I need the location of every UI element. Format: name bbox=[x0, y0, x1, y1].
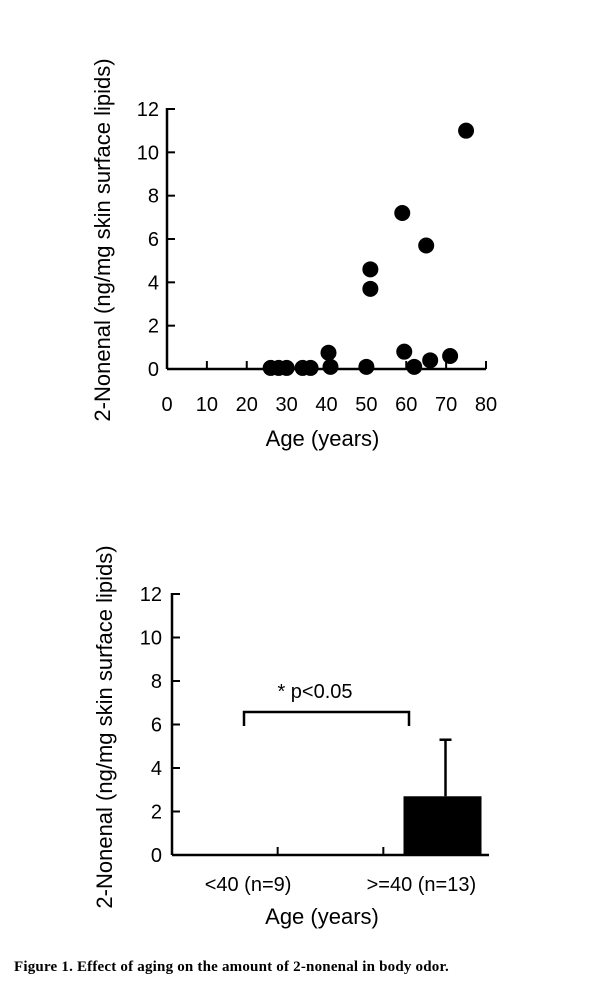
scatter-x-tick-label: 70 bbox=[435, 394, 457, 416]
scatter-point bbox=[320, 344, 337, 361]
scatter-x-tick-label: 30 bbox=[276, 394, 298, 416]
bar-y-tick-label: 8 bbox=[151, 671, 162, 693]
scatter-y-tick-label: 0 bbox=[148, 359, 159, 381]
bar-y-tick-label: 10 bbox=[140, 628, 162, 650]
bar-y-tick-label: 4 bbox=[151, 758, 162, 780]
bar-y-tick-label: 0 bbox=[151, 845, 162, 867]
significance-annotation: * p<0.05 bbox=[277, 681, 352, 703]
scatter-point bbox=[322, 358, 339, 375]
scatter-point bbox=[394, 205, 411, 221]
scatter-point bbox=[458, 122, 475, 139]
scatter-point bbox=[362, 280, 379, 297]
scatter-y-tick-label: 10 bbox=[137, 142, 159, 164]
scatter-y-tick-label: 8 bbox=[148, 186, 159, 208]
bar-x-ticks: <40 (n=9) >=40 (n=13) bbox=[205, 847, 476, 896]
scatter-y-tick-label: 2 bbox=[148, 316, 159, 338]
scatter-y-ticks: 0 2 4 6 8 10 12 bbox=[137, 99, 175, 381]
bar-y-ticks: 0 2 4 6 8 10 12 bbox=[140, 584, 180, 867]
figure-caption: Figure 1. Effect of aging on the amount … bbox=[14, 959, 449, 975]
scatter-points bbox=[262, 122, 475, 376]
bar-category-label: >=40 (n=13) bbox=[367, 874, 477, 896]
scatter-x-ticks: 0 10 20 30 40 50 60 70 80 bbox=[161, 361, 497, 416]
scatter-point bbox=[302, 359, 319, 376]
scatter-point bbox=[278, 359, 295, 376]
scatter-x-tick-label: 10 bbox=[196, 394, 218, 416]
scatter-point bbox=[422, 352, 439, 369]
scatter-x-tick-label: 50 bbox=[355, 394, 377, 416]
scatter-point bbox=[442, 348, 459, 364]
bar-series bbox=[403, 738, 482, 855]
scatter-point bbox=[418, 237, 435, 254]
bar-y-tick-label: 12 bbox=[140, 584, 162, 606]
bar-y-tick-label: 6 bbox=[151, 715, 162, 737]
scatter-point bbox=[406, 358, 423, 375]
significance-bracket bbox=[242, 710, 411, 726]
scatter-x-tick-label: 20 bbox=[236, 394, 258, 416]
bar-x-axis-label: Age (years) bbox=[265, 904, 379, 929]
scatter-y-tick-label: 6 bbox=[148, 229, 159, 251]
scatter-x-tick-label: 0 bbox=[161, 394, 172, 416]
significance-bracket-line bbox=[242, 710, 411, 726]
bar bbox=[403, 796, 482, 855]
scatter-y-tick-label: 12 bbox=[137, 99, 159, 121]
scatter-x-tick-label: 80 bbox=[475, 394, 497, 416]
bar-category-label: <40 (n=9) bbox=[205, 874, 292, 896]
scatter-point bbox=[358, 358, 375, 375]
scatter-x-tick-label: 60 bbox=[395, 394, 417, 416]
scatter-y-axis-label: 2-Nonenal (ng/mg skin surface lipids) bbox=[90, 58, 115, 421]
bar-y-axis-label: 2-Nonenal (ng/mg skin surface lipids) bbox=[92, 545, 117, 908]
scatter-x-tick-label: 40 bbox=[315, 394, 337, 416]
bar-y-tick-label: 2 bbox=[151, 802, 162, 824]
scatter-x-axis-label: Age (years) bbox=[266, 426, 380, 451]
scatter-point bbox=[362, 261, 379, 278]
scatter-y-tick-label: 4 bbox=[148, 272, 159, 294]
scatter-point bbox=[396, 343, 413, 360]
